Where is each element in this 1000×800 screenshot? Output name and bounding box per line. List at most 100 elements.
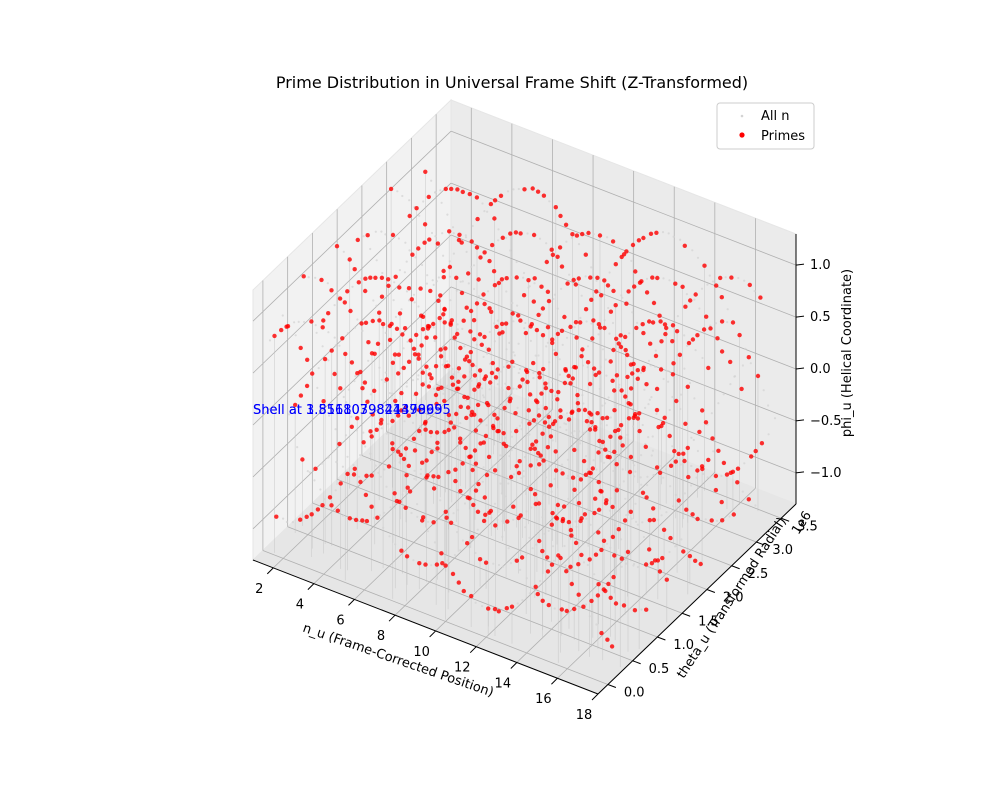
point-prime: [636, 238, 642, 243]
point-all-n: [380, 230, 383, 233]
point-all-n: [515, 260, 518, 264]
point-all-n: [565, 336, 569, 339]
point-all-n: [504, 382, 507, 385]
point-all-n: [467, 282, 470, 285]
point-all-n: [509, 430, 512, 433]
point-all-n: [567, 497, 570, 500]
point-prime: [568, 381, 573, 386]
point-prime: [605, 637, 610, 642]
point-all-n: [692, 380, 695, 383]
point-all-n: [585, 517, 588, 520]
point-prime: [329, 288, 334, 293]
point-all-n: [527, 484, 531, 487]
point-all-n: [317, 367, 320, 370]
point-all-n: [497, 563, 501, 567]
point-all-n: [672, 505, 675, 508]
point-all-n: [446, 417, 449, 420]
point-prime: [627, 469, 633, 475]
x-tick-label: 6: [336, 613, 344, 628]
point-prime: [412, 352, 418, 357]
point-all-n: [456, 328, 459, 331]
point-prime: [662, 322, 668, 327]
point-prime: [462, 357, 468, 362]
point-all-n: [452, 512, 455, 515]
point-prime: [555, 254, 560, 259]
point-prime: [368, 429, 373, 434]
point-all-n: [601, 404, 604, 407]
point-prime: [690, 337, 696, 342]
point-all-n: [701, 356, 704, 360]
point-prime: [659, 339, 664, 344]
point-prime: [472, 373, 478, 378]
point-prime: [492, 468, 498, 473]
point-all-n: [501, 535, 504, 539]
point-prime: [495, 367, 500, 372]
point-all-n: [341, 514, 345, 517]
point-prime: [599, 547, 604, 553]
point-prime: [618, 333, 623, 338]
point-all-n: [689, 381, 692, 385]
point-prime: [433, 364, 439, 369]
point-prime: [490, 360, 495, 366]
point-prime: [610, 378, 615, 383]
point-prime: [578, 320, 583, 325]
point-prime: [566, 519, 572, 525]
z-tick-label: 0.5: [810, 310, 831, 325]
point-prime: [579, 552, 584, 558]
point-prime: [635, 376, 640, 381]
point-all-n: [374, 407, 377, 410]
point-all-n: [584, 603, 588, 606]
point-prime: [614, 488, 620, 493]
point-all-n: [456, 323, 459, 326]
point-prime: [554, 515, 559, 520]
point-all-n: [408, 199, 411, 202]
point-prime: [527, 421, 532, 426]
point-prime: [590, 336, 595, 341]
point-prime: [503, 443, 509, 449]
point-all-n: [679, 463, 683, 466]
point-all-n: [319, 488, 322, 491]
point-all-n: [606, 542, 609, 545]
point-prime: [532, 446, 537, 451]
point-prime: [463, 445, 468, 451]
point-prime: [593, 552, 599, 557]
point-all-n: [654, 365, 657, 368]
point-prime: [653, 353, 659, 359]
point-prime: [424, 458, 429, 463]
point-all-n: [355, 429, 358, 432]
point-prime: [429, 449, 434, 455]
x-tick-label: 2: [255, 582, 263, 597]
point-prime: [479, 342, 484, 347]
point-all-n: [542, 493, 545, 496]
point-all-n: [581, 431, 584, 434]
point-all-n: [544, 476, 548, 479]
point-all-n: [518, 424, 522, 427]
point-prime: [708, 326, 713, 331]
point-prime: [528, 324, 533, 329]
point-all-n: [410, 511, 413, 515]
point-all-n: [561, 343, 564, 346]
point-all-n: [743, 462, 746, 465]
point-all-n: [523, 327, 526, 330]
x-axis-line: [252, 559, 599, 695]
point-prime: [668, 463, 674, 468]
point-all-n: [311, 376, 314, 379]
point-prime: [562, 314, 567, 320]
point-prime: [309, 319, 314, 324]
point-prime: [635, 416, 641, 421]
point-prime: [604, 415, 610, 420]
y-tick: [731, 565, 740, 570]
point-prime: [493, 523, 498, 528]
z-tick: [795, 315, 805, 318]
point-prime: [394, 498, 400, 504]
point-all-n: [584, 455, 588, 458]
point-prime: [544, 259, 549, 265]
point-prime: [337, 296, 343, 301]
point-prime: [416, 356, 421, 361]
point-prime: [343, 351, 348, 357]
point-all-n: [524, 321, 527, 325]
point-all-n: [710, 412, 713, 415]
point-all-n: [507, 482, 510, 485]
z-tick-label: −0.5: [810, 414, 842, 429]
